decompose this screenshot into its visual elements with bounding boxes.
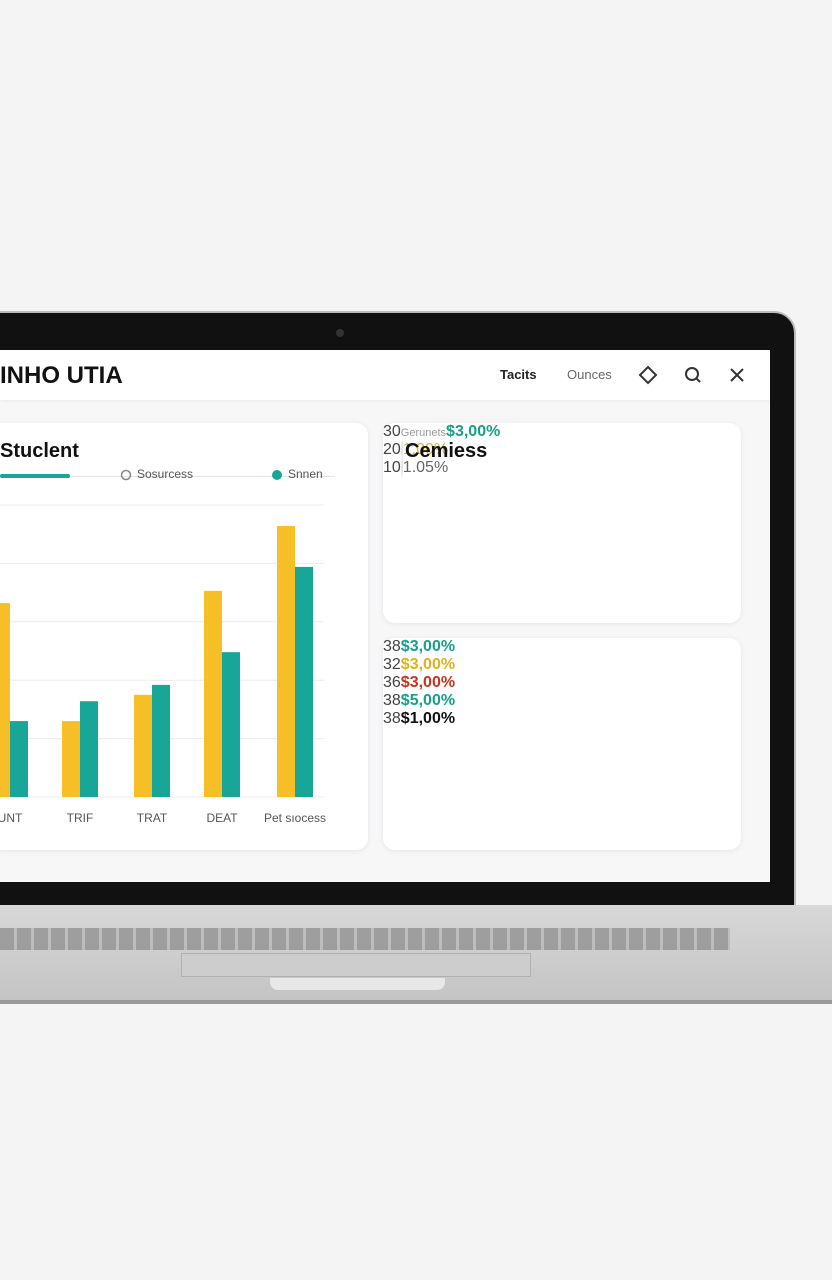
row-value: $3,00% (400, 638, 456, 655)
list-row: 38$5,00% (383, 692, 741, 710)
app-title: INHO UTIA (0, 362, 123, 389)
progress-row: 20 1.00% (383, 440, 741, 459)
row-value: 1.00% (402, 441, 449, 458)
row-label: 38 (383, 638, 401, 655)
list-row: 38$1,00% (383, 710, 741, 728)
divider (0, 476, 335, 477)
bar (204, 590, 222, 797)
x-tick-label: TRAT (137, 811, 168, 825)
card-title: Cemiess (405, 440, 488, 462)
bar (134, 694, 152, 797)
list-row: 36$3,00% (383, 674, 741, 692)
card-title: Stuclent (0, 440, 79, 462)
row-value: $3,00% (446, 423, 501, 440)
row-label: 38 (383, 710, 401, 727)
search-handle (695, 377, 701, 383)
diamond-icon[interactable] (638, 365, 658, 385)
trackpad (181, 953, 531, 977)
row-value: $3,00% (400, 656, 456, 673)
list-card: 38$3,00% 32$3,00% 36$3,00% 38$5,00% 38$1,00% (383, 638, 741, 850)
bar (152, 684, 170, 797)
notch (270, 978, 445, 990)
bar (0, 603, 10, 797)
row-label: 38 (383, 692, 401, 709)
row-name: Gerunets (400, 427, 447, 439)
row-label: 10 (383, 459, 401, 476)
bar (277, 526, 295, 797)
row-value: $3,00% (400, 674, 456, 691)
bar (222, 652, 240, 797)
legend-marker (272, 470, 282, 480)
screen: INHO UTIA Tacits Ounces Stuclent UNT TRIF… (0, 350, 770, 882)
toolbar-icons (638, 365, 744, 385)
x-tick-label: DEAT (206, 811, 238, 825)
bar (80, 701, 98, 797)
x-tick-label: UNT (0, 811, 23, 825)
row-value: 1.05% (402, 459, 449, 476)
keyboard (0, 928, 730, 950)
progress-row: 30Gerunets$3,00% (383, 423, 741, 441)
x-tick-label: TRIF (67, 811, 94, 825)
bar-chart: UNT TRIF TRAT DEAT Pet sıocess Sosurcess Snnen (0, 467, 326, 825)
row-value: $1,00% (400, 710, 456, 727)
bar (295, 566, 313, 797)
row-label: 32 (383, 656, 401, 673)
row-label: 20 (383, 441, 401, 458)
list-row: 38$3,00% (383, 638, 741, 656)
bar (62, 721, 80, 797)
nav-item[interactable]: Tacits (500, 367, 537, 382)
student-card: Stuclent UNT TRIF TRAT DEAT Pet sıocess Sosur… (0, 423, 368, 850)
top-bar: INHO UTIA Tacits Ounces (0, 350, 770, 400)
nav-item[interactable]: Ounces (567, 367, 612, 382)
list-row: 32$3,00% (383, 656, 741, 674)
search-icon[interactable] (685, 367, 699, 381)
row-label: 36 (383, 674, 401, 691)
x-tick-label: Pet sıocess (264, 811, 326, 825)
legend-label: Snnen (288, 467, 323, 481)
camera (336, 329, 344, 337)
close-icon[interactable] (730, 368, 744, 382)
active-tab-indicator (0, 474, 70, 478)
bar (10, 721, 28, 797)
progress-row: 10 1.05% (383, 458, 741, 477)
row-label: 30 (383, 423, 401, 440)
legend-marker (120, 469, 132, 481)
progress-card: Cemiess 30Gerunets$3,00% 20 1.00% 10 1.05% (383, 423, 741, 623)
row-value: $5,00% (400, 692, 456, 709)
legend-label: Sosurcess (137, 467, 193, 481)
